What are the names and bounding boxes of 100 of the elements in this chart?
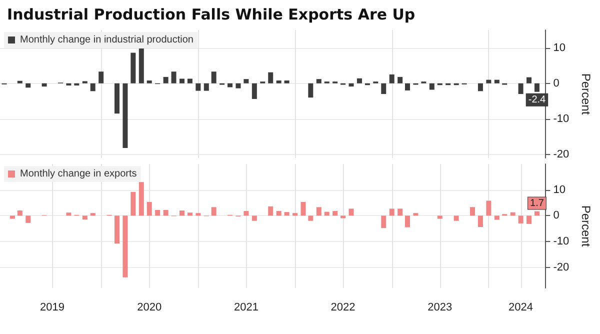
bar bbox=[187, 212, 192, 216]
bar bbox=[163, 76, 168, 84]
bar bbox=[300, 202, 306, 216]
y-axis-title: Percent bbox=[579, 205, 593, 248]
bar bbox=[332, 211, 338, 216]
bar bbox=[10, 216, 15, 219]
bar bbox=[252, 216, 257, 221]
bar bbox=[308, 216, 314, 221]
bar bbox=[454, 216, 459, 221]
bar bbox=[316, 207, 322, 216]
x-tick-label: 2019 bbox=[40, 302, 65, 314]
bar bbox=[17, 210, 22, 216]
bar bbox=[389, 74, 394, 84]
legend-label: Monthly change in industrial production bbox=[20, 34, 194, 46]
bar bbox=[398, 76, 403, 84]
bar bbox=[122, 83, 128, 148]
bar bbox=[26, 83, 31, 88]
bar bbox=[26, 216, 31, 223]
bar bbox=[389, 208, 394, 216]
x-tick-label: 2024 bbox=[508, 302, 534, 314]
bar bbox=[405, 216, 410, 228]
bar bbox=[268, 206, 274, 216]
bar bbox=[316, 79, 322, 84]
bar bbox=[348, 83, 354, 87]
bar bbox=[114, 216, 120, 244]
data-label: 1.7 bbox=[530, 198, 544, 209]
bar bbox=[180, 210, 184, 216]
bar bbox=[348, 208, 354, 216]
bar bbox=[244, 79, 249, 84]
bar bbox=[196, 213, 201, 216]
bar bbox=[146, 202, 152, 216]
bar bbox=[138, 48, 144, 84]
bar bbox=[478, 216, 483, 228]
x-tick-label: 2020 bbox=[137, 302, 162, 314]
bar bbox=[518, 83, 524, 94]
bar bbox=[276, 211, 282, 216]
y-tick-label: -10 bbox=[553, 236, 570, 248]
bar bbox=[413, 213, 418, 216]
data-label: -2.4 bbox=[528, 94, 546, 106]
bar bbox=[518, 216, 524, 224]
bar bbox=[211, 207, 216, 216]
bar bbox=[292, 213, 298, 216]
bar bbox=[308, 83, 314, 98]
y-tick-label: -20 bbox=[553, 148, 570, 160]
bar bbox=[130, 52, 136, 84]
bar bbox=[204, 83, 209, 91]
bar bbox=[180, 78, 184, 84]
bar bbox=[356, 78, 362, 84]
x-tick-label: 2023 bbox=[428, 302, 452, 314]
y-axis-title: Percent bbox=[579, 73, 593, 116]
y-tick-label: 0 bbox=[553, 210, 560, 222]
bar bbox=[146, 80, 152, 84]
y-tick-label: 0 bbox=[553, 77, 560, 90]
bar bbox=[478, 83, 483, 92]
bar bbox=[510, 212, 516, 216]
y-tick-label: -20 bbox=[553, 261, 570, 274]
bar bbox=[494, 216, 500, 220]
bar bbox=[236, 83, 241, 88]
bar bbox=[526, 77, 532, 84]
bar bbox=[268, 72, 274, 84]
bar bbox=[90, 213, 96, 216]
y-tick-label: 10 bbox=[553, 42, 566, 54]
bar bbox=[163, 210, 168, 216]
x-tick-label: 2021 bbox=[234, 302, 258, 314]
bar bbox=[470, 207, 476, 216]
bar bbox=[171, 72, 176, 84]
bar bbox=[437, 216, 442, 219]
y-tick-label: -10 bbox=[553, 112, 570, 125]
bar bbox=[252, 83, 257, 99]
chart-title: Industrial Production Falls While Exports Are Up bbox=[7, 6, 416, 24]
bar bbox=[187, 78, 192, 84]
bar bbox=[211, 72, 216, 84]
bar bbox=[228, 83, 233, 88]
bar bbox=[405, 83, 410, 90]
bar bbox=[381, 83, 386, 94]
bar bbox=[324, 212, 330, 216]
bar bbox=[340, 216, 346, 218]
bar bbox=[138, 182, 144, 216]
bar bbox=[130, 192, 136, 216]
bar bbox=[196, 83, 201, 91]
bar bbox=[284, 80, 290, 84]
bar bbox=[122, 216, 128, 278]
bar bbox=[114, 83, 120, 114]
bar bbox=[276, 80, 282, 84]
bar bbox=[155, 210, 160, 216]
bar bbox=[526, 216, 532, 224]
bar bbox=[494, 80, 500, 84]
bar bbox=[398, 208, 403, 216]
bar bbox=[486, 200, 492, 216]
bar bbox=[486, 80, 492, 84]
legend-label: Monthly change in exports bbox=[20, 168, 137, 180]
bar bbox=[244, 211, 249, 216]
bar bbox=[82, 216, 88, 220]
bar bbox=[381, 216, 386, 228]
bar bbox=[17, 80, 22, 84]
bar bbox=[98, 72, 104, 84]
x-tick-label: 2022 bbox=[330, 302, 356, 314]
bar bbox=[429, 83, 434, 90]
bar bbox=[90, 83, 96, 92]
bar bbox=[284, 212, 290, 216]
